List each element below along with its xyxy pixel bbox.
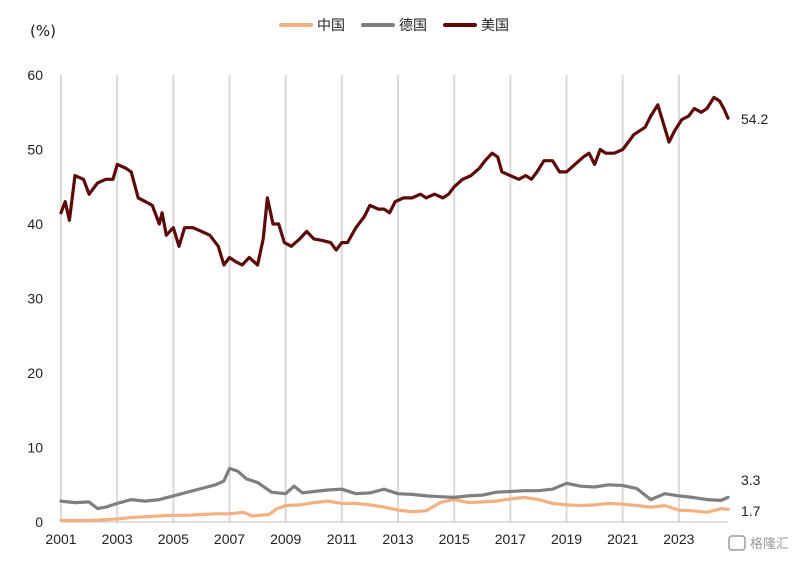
- watermark: 格隆汇: [728, 535, 789, 552]
- x-tick-2001: 2001: [45, 531, 76, 547]
- end-value-labels: 1.7 3.3 54.2: [741, 111, 768, 519]
- x-tick-2019: 2019: [551, 531, 582, 547]
- end-value-label-2: 54.2: [741, 111, 768, 127]
- y-unit-label: (%): [30, 22, 56, 40]
- x-tick-2023: 2023: [663, 531, 694, 547]
- axes: [60, 75, 728, 523]
- end-value-label-0: 1.7: [741, 503, 761, 519]
- y-tick-10: 10: [27, 440, 43, 456]
- y-tick-50: 50: [27, 142, 43, 158]
- x-tick-labels: 2001 2003 2005 2007 2009 2011 2013 2015 2017 2019…: [45, 531, 694, 547]
- series-lines: [59, 95, 730, 523]
- legend-label-2: 美国: [481, 18, 509, 34]
- x-tick-2013: 2013: [382, 531, 413, 547]
- legend-label-1: 德国: [399, 18, 427, 34]
- watermark-text: 格隆汇: [750, 536, 789, 552]
- y-tick-60: 60: [27, 67, 43, 83]
- y-tick-labels: 0 10 20 30 40 50 60: [27, 67, 43, 530]
- x-tick-2009: 2009: [270, 531, 301, 547]
- y-tick-20: 20: [27, 365, 43, 381]
- x-tick-2007: 2007: [214, 531, 245, 547]
- y-tick-0: 0: [35, 514, 43, 530]
- y-tick-30: 30: [27, 291, 43, 307]
- series-line-2: [59, 95, 730, 267]
- legend: 中国 德国 美国: [279, 18, 509, 34]
- y-tick-40: 40: [27, 216, 43, 232]
- x-tick-2017: 2017: [495, 531, 526, 547]
- vertical-gridlines: [116, 75, 680, 522]
- x-tick-2011: 2011: [327, 531, 357, 547]
- series-line-0: [59, 495, 730, 523]
- watermark-logo-icon: [728, 535, 746, 551]
- x-tick-2005: 2005: [158, 531, 189, 547]
- end-value-label-1: 3.3: [741, 472, 761, 488]
- x-tick-2015: 2015: [439, 531, 470, 547]
- legend-label-0: 中国: [317, 18, 345, 34]
- x-tick-2021: 2021: [607, 531, 638, 547]
- series-line-1: [59, 466, 730, 511]
- x-tick-2003: 2003: [102, 531, 133, 547]
